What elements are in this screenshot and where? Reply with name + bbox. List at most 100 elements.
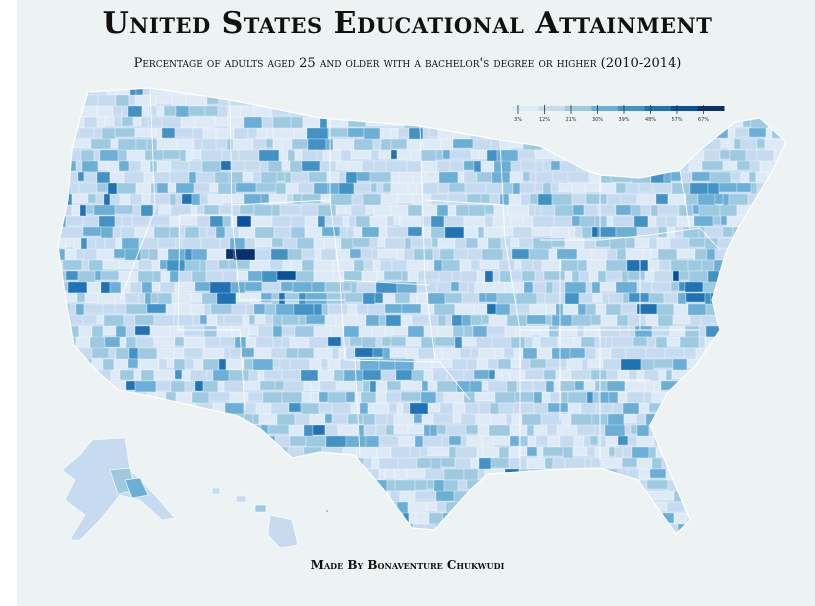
county-cell bbox=[492, 105, 506, 120]
county-cell bbox=[439, 248, 455, 261]
county-cell bbox=[219, 237, 231, 251]
county-cell bbox=[101, 512, 123, 527]
county-cell bbox=[67, 281, 88, 294]
county-cell bbox=[317, 215, 326, 229]
county-cell bbox=[81, 160, 99, 173]
county-cell bbox=[779, 182, 786, 193]
county-cell bbox=[191, 248, 208, 262]
county-cell bbox=[188, 435, 200, 446]
county-cell bbox=[756, 501, 766, 512]
county-cell bbox=[463, 523, 473, 534]
county-cell bbox=[340, 457, 349, 469]
county-cell bbox=[435, 149, 444, 161]
county-cell bbox=[665, 468, 684, 481]
county-cell bbox=[75, 369, 86, 382]
county-cell bbox=[585, 512, 596, 524]
county-cell bbox=[740, 171, 750, 184]
county-cell bbox=[522, 479, 533, 494]
county-cell bbox=[583, 435, 591, 448]
county-cell bbox=[685, 193, 699, 206]
county-cell bbox=[795, 370, 813, 379]
county-cell bbox=[583, 523, 599, 534]
county-cell bbox=[199, 314, 208, 325]
county-cell bbox=[608, 88, 618, 94]
county-cell bbox=[553, 149, 573, 163]
county-cell bbox=[246, 479, 268, 494]
county-cell bbox=[536, 292, 546, 304]
county-cell bbox=[210, 303, 233, 315]
county-cell bbox=[655, 490, 675, 501]
county-cell bbox=[594, 512, 614, 525]
county-cell bbox=[452, 402, 466, 414]
county-cell bbox=[790, 271, 809, 281]
county-cell bbox=[160, 446, 172, 457]
county-cell bbox=[747, 479, 762, 490]
county-cell bbox=[761, 248, 772, 260]
county-cell bbox=[271, 237, 284, 248]
legend-swatch bbox=[565, 106, 592, 111]
county-cell bbox=[385, 424, 395, 436]
county-cell bbox=[499, 501, 511, 514]
county-cell bbox=[491, 94, 508, 105]
county-cell bbox=[689, 435, 711, 448]
county-cell bbox=[372, 138, 382, 150]
county-cell bbox=[644, 270, 655, 284]
county-cell bbox=[734, 512, 746, 527]
county-cell bbox=[606, 369, 619, 381]
county-cell bbox=[597, 523, 620, 534]
county-cell bbox=[681, 127, 690, 138]
county-cell bbox=[247, 391, 264, 402]
county-cell bbox=[347, 160, 363, 173]
county-cell bbox=[773, 204, 786, 219]
county-cell bbox=[58, 391, 61, 402]
county-cell bbox=[501, 523, 524, 534]
county-cell bbox=[642, 94, 653, 105]
county-cell bbox=[437, 535, 445, 547]
county-cell bbox=[761, 237, 779, 250]
county-cell bbox=[235, 182, 257, 193]
county-cell bbox=[393, 413, 415, 426]
county-cell bbox=[384, 237, 406, 250]
county-cell bbox=[361, 523, 378, 534]
county-cell bbox=[677, 292, 687, 305]
state-borders bbox=[119, 88, 721, 470]
county-cell bbox=[488, 369, 496, 380]
county-cell bbox=[184, 259, 201, 273]
county-cell bbox=[439, 105, 456, 117]
county-cell bbox=[545, 358, 568, 369]
county-cell bbox=[198, 435, 215, 446]
county-cell bbox=[788, 194, 808, 205]
county-cell bbox=[356, 314, 367, 326]
county-cell bbox=[240, 347, 255, 358]
county-cell bbox=[494, 369, 503, 381]
county-cell bbox=[309, 413, 326, 426]
county-cell bbox=[376, 446, 392, 460]
county-cell bbox=[501, 127, 520, 140]
county-cell bbox=[571, 149, 594, 164]
county-cell bbox=[394, 523, 405, 534]
county-cell bbox=[714, 193, 724, 205]
county-cell bbox=[571, 270, 580, 283]
county-cell bbox=[546, 424, 558, 436]
county-cell bbox=[416, 457, 432, 469]
county-cell bbox=[327, 303, 349, 315]
legend-tick-label: 30% bbox=[592, 117, 603, 123]
county-cell bbox=[390, 138, 408, 150]
county-cell bbox=[461, 336, 477, 347]
county-cell bbox=[528, 248, 550, 261]
county-cell bbox=[235, 512, 250, 527]
county-cell bbox=[90, 138, 112, 150]
county-cell bbox=[82, 226, 102, 237]
county-cell bbox=[580, 402, 597, 415]
county-cell bbox=[75, 160, 83, 173]
county-cell bbox=[303, 88, 326, 95]
county-cell bbox=[551, 237, 566, 248]
county-cell bbox=[112, 226, 122, 239]
county-cell bbox=[701, 160, 724, 171]
hawaii-island bbox=[211, 487, 221, 495]
county-cell bbox=[190, 523, 209, 534]
county-cell bbox=[247, 127, 258, 139]
county-cell bbox=[236, 523, 246, 534]
county-cell bbox=[461, 292, 480, 304]
county-cell bbox=[454, 336, 463, 350]
